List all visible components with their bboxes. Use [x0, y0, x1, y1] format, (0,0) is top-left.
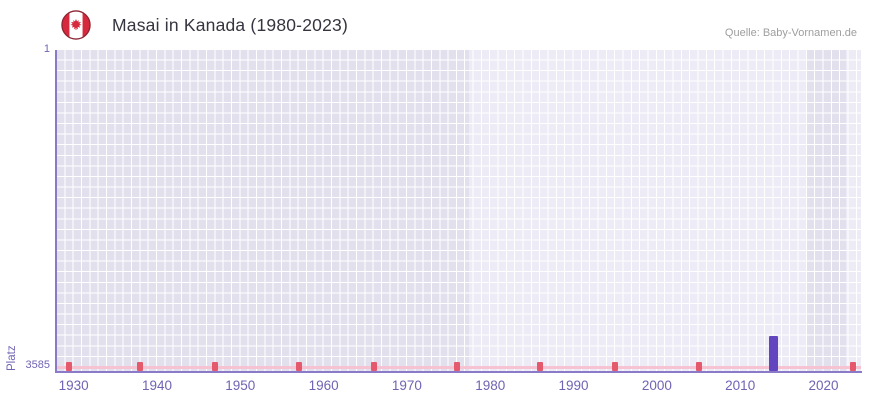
x-tick-label: 2020 [808, 378, 839, 393]
flag-left-band [61, 10, 70, 40]
flag-ring [61, 10, 91, 40]
x-tick-label: 2010 [725, 378, 756, 393]
y-axis-line [55, 50, 57, 373]
canada-flag-icon [61, 10, 91, 40]
unranked-marker [849, 362, 856, 371]
x-tick-label: 1950 [225, 378, 256, 393]
unranked-marker [695, 362, 702, 371]
flag-right-band [82, 10, 91, 40]
y-tick-label-bottom: 3585 [25, 359, 50, 371]
source-credit: Quelle: Baby-Vornamen.de [724, 27, 857, 39]
unranked-marker [137, 362, 144, 371]
y-tick-label-top: 1 [43, 43, 50, 55]
x-tick-label: 1960 [308, 378, 339, 393]
x-tick-label: 1990 [558, 378, 589, 393]
unranked-marker [370, 362, 377, 371]
page-title: Masai in Kanada (1980-2023) [112, 15, 348, 35]
x-tick-label: 1980 [475, 378, 506, 393]
x-tick-label: 1970 [391, 378, 422, 393]
unranked-marker [212, 362, 219, 371]
x-tick-label: 1940 [141, 378, 172, 393]
rank-bar [769, 336, 778, 371]
unranked-marker [453, 362, 460, 371]
grid-lines [57, 50, 861, 371]
unranked-marker [612, 362, 619, 371]
y-axis-label: Platz [6, 345, 18, 371]
maple-leaf-icon [70, 19, 82, 30]
x-axis-line [55, 371, 862, 373]
unranked-marker [66, 362, 73, 371]
unranked-marker [295, 362, 302, 371]
x-tick-label: 2000 [641, 378, 672, 393]
maple-leaf-stem [75, 27, 77, 31]
chart-plot-area [57, 50, 861, 371]
x-tick-label: 1930 [58, 378, 89, 393]
x-axis-tick-labels: 1930 1940 1950 1960 1970 1980 1990 2000 2010 2020 [57, 378, 861, 396]
unranked-marker [537, 362, 544, 371]
